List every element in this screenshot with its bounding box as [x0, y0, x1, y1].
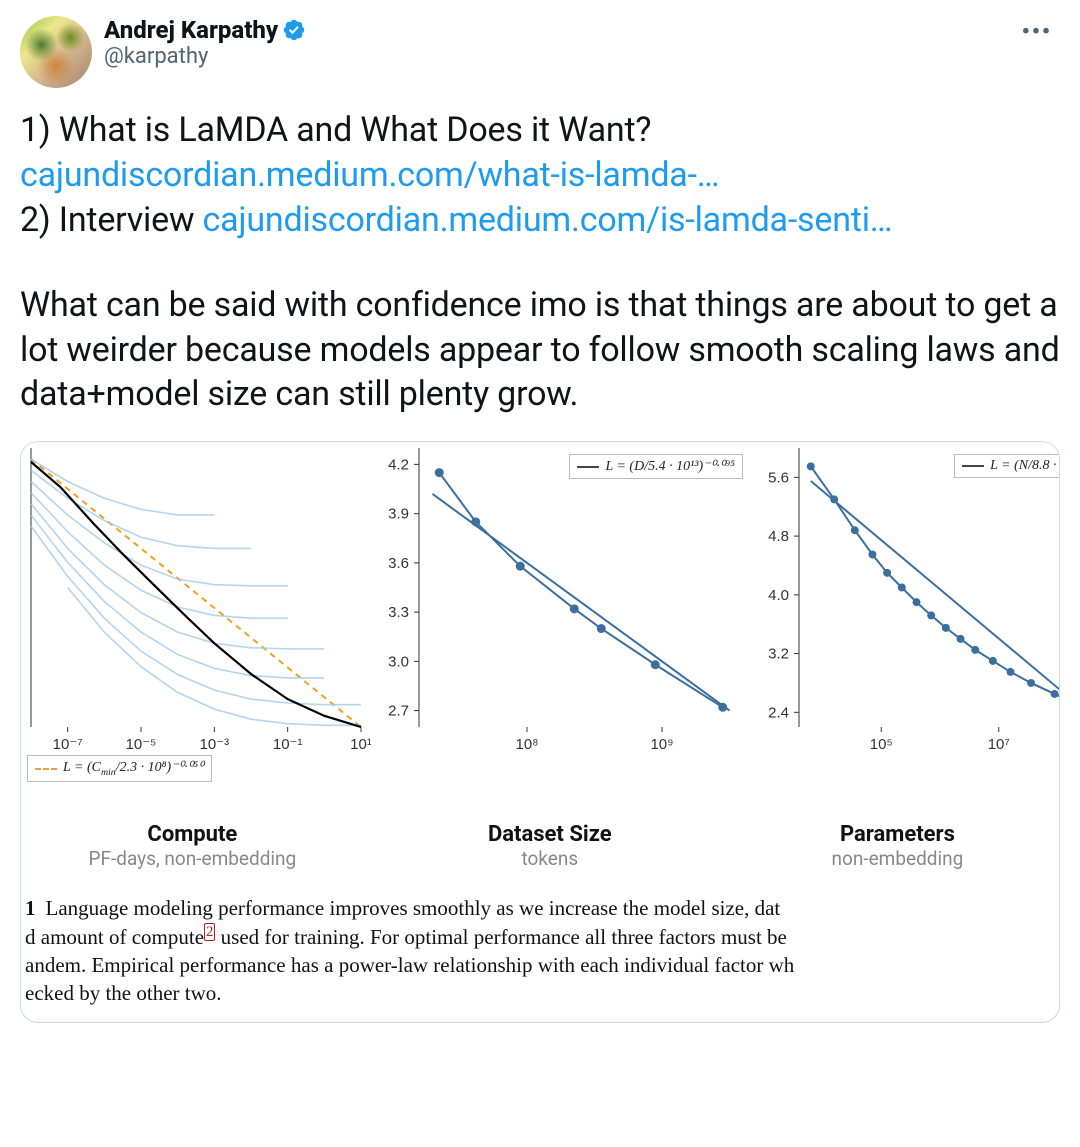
caption-text-2: d amount of compute — [25, 925, 204, 949]
caption-text-3: used for training. For optimal performan… — [215, 925, 786, 949]
svg-text:3.6: 3.6 — [388, 555, 409, 572]
compute-subtitle: PF-days, non-embedding — [21, 847, 364, 870]
display-name[interactable]: Andrej Karpathy — [104, 16, 278, 44]
chart-params: 5.6 4.8 4.0 3.2 2.4 10⁵ 10⁷ L = (N/8.8 · 10 — [751, 442, 1060, 822]
link-1[interactable]: cajundiscordian.medium.com/what-is-lamda… — [20, 155, 719, 195]
chart-compute-svg: 10⁻⁷ 10⁻⁵ 10⁻³ 10⁻¹ 10¹ — [21, 442, 371, 757]
legend-swatch-line-icon — [962, 465, 984, 467]
legend-dataset: L = (D/5.4 · 10¹³)⁻⁰·⁰⁹⁵ — [569, 454, 743, 479]
svg-text:10⁻¹: 10⁻¹ — [273, 736, 303, 753]
link-2[interactable]: cajundiscordian.medium.com/is-lamda-sent… — [203, 200, 893, 240]
params-subtitle: non-embedding — [736, 847, 1059, 870]
caption-sup: 2 — [204, 923, 215, 941]
svg-text:10⁻⁷: 10⁻⁷ — [53, 736, 83, 753]
svg-text:10⁸: 10⁸ — [515, 736, 538, 753]
chart-compute: 10⁻⁷ 10⁻⁵ 10⁻³ 10⁻¹ 10¹ L = (Cmin/2.3 · 10⁸)… — [21, 442, 371, 822]
svg-text:5.6: 5.6 — [768, 470, 789, 487]
dataset-title: Dataset Size — [364, 822, 736, 847]
svg-text:4.0: 4.0 — [768, 587, 789, 604]
legend-swatch-line-icon — [577, 466, 599, 468]
body-paragraph-2: What can be said with confidence imo is … — [20, 283, 1060, 418]
svg-text:10⁻³: 10⁻³ — [200, 736, 230, 753]
avatar[interactable] — [20, 16, 92, 88]
svg-text:10⁵: 10⁵ — [870, 736, 893, 753]
body-line2-prefix: 2) Interview — [20, 200, 203, 240]
svg-text:3.3: 3.3 — [388, 604, 409, 621]
svg-text:2.7: 2.7 — [388, 703, 409, 720]
caption-text-4: andem. Empirical performance has a power… — [25, 953, 794, 977]
chart-dataset-svg: 4.2 3.9 3.6 3.3 3.0 2.7 10⁸ 10⁹ — [371, 442, 751, 757]
figure-caption: 1Language modeling performance improves … — [21, 880, 1059, 1021]
svg-text:10⁷: 10⁷ — [988, 736, 1010, 753]
legend-swatch-dash-icon — [35, 768, 57, 770]
svg-text:3.2: 3.2 — [768, 646, 789, 663]
svg-text:10⁻⁵: 10⁻⁵ — [126, 736, 157, 753]
svg-text:3.9: 3.9 — [388, 506, 409, 523]
legend-params: L = (N/8.8 · 10 — [954, 454, 1060, 478]
verified-badge-icon — [282, 18, 306, 42]
handle[interactable]: @karpathy — [104, 44, 1002, 69]
legend-dataset-text: L = (D/5.4 · 10¹³)⁻⁰·⁰⁹⁵ — [605, 458, 735, 475]
legend-compute: L = (Cmin/2.3 · 10⁸)⁻⁰·⁰⁵⁰ — [27, 755, 212, 782]
caption-fignum: 1 — [25, 896, 46, 920]
body-line1: 1) What is LaMDA and What Does it Want? — [20, 110, 651, 150]
more-button[interactable]: ••• — [1014, 16, 1060, 49]
tweet-body: 1) What is LaMDA and What Does it Want? … — [20, 108, 1060, 417]
tweet-container: Andrej Karpathy @karpathy ••• 1) What is… — [0, 0, 1080, 1039]
chart-params-svg: 5.6 4.8 4.0 3.2 2.4 10⁵ 10⁷ — [751, 442, 1060, 757]
svg-text:4.2: 4.2 — [388, 457, 409, 474]
caption-text-1: Language modeling performance improves s… — [46, 896, 781, 920]
tweet-header: Andrej Karpathy @karpathy ••• — [20, 16, 1060, 88]
embedded-image-card[interactable]: 10⁻⁷ 10⁻⁵ 10⁻³ 10⁻¹ 10¹ L = (Cmin/2.3 · 10⁸)… — [20, 441, 1060, 1022]
chart-dataset: 4.2 3.9 3.6 3.3 3.0 2.7 10⁸ 10⁹ L = (D/5.4 · 10… — [371, 442, 751, 822]
svg-text:10⁹: 10⁹ — [650, 736, 673, 753]
svg-text:2.4: 2.4 — [768, 705, 789, 722]
chart-titles-row: Compute PF-days, non-embedding Dataset S… — [21, 822, 1059, 880]
dataset-subtitle: tokens — [364, 847, 736, 870]
compute-title: Compute — [21, 822, 364, 847]
charts-row: 10⁻⁷ 10⁻⁵ 10⁻³ 10⁻¹ 10¹ L = (Cmin/2.3 · 10⁸)… — [21, 442, 1059, 822]
caption-text-5: ecked by the other two. — [25, 981, 222, 1005]
legend-params-text: L = (N/8.8 · 10 — [990, 458, 1060, 474]
svg-text:3.0: 3.0 — [388, 654, 409, 671]
params-title: Parameters — [736, 822, 1059, 847]
svg-text:4.8: 4.8 — [768, 528, 789, 545]
author-block: Andrej Karpathy @karpathy — [104, 16, 1002, 69]
legend-compute-text: L = (Cmin/2.3 · 10⁸)⁻⁰·⁰⁵⁰ — [63, 759, 204, 778]
svg-text:10¹: 10¹ — [350, 736, 371, 753]
